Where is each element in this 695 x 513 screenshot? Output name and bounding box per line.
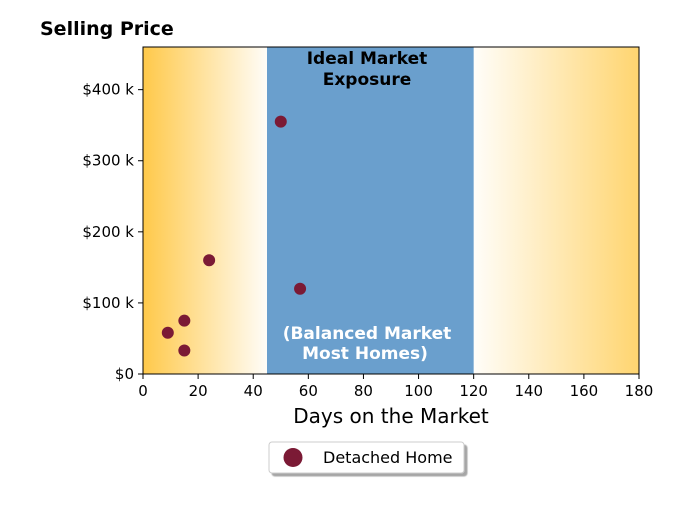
band-1 <box>267 47 474 374</box>
x-tick-label: 160 <box>570 382 599 400</box>
data-point-0-3 <box>203 254 216 267</box>
band-annotations: Ideal Market Exposure (Balanced Market M… <box>283 49 452 364</box>
legend-box <box>268 441 465 474</box>
y-tick-label: $0 <box>115 365 134 383</box>
y-tick-label: $400 k <box>82 81 134 99</box>
x-tick-label: 180 <box>625 382 654 400</box>
data-point-0-0 <box>161 326 174 339</box>
x-axis: 0 20 40 60 80 100 120 140 160 180 <box>138 374 653 400</box>
x-tick-label: 140 <box>514 382 543 400</box>
x-axis-label: Days on the Market <box>293 404 489 428</box>
band-0 <box>143 47 267 374</box>
data-point-0-5 <box>294 282 307 295</box>
plot-frame <box>142 46 640 375</box>
band-annotation-bottom-line-2: Most Homes) <box>302 344 428 364</box>
data-points <box>161 115 307 357</box>
y-tick-label: $300 k <box>82 152 134 170</box>
x-tick-label: 120 <box>459 382 488 400</box>
x-tick-label: 60 <box>299 382 318 400</box>
background-bands <box>143 47 639 374</box>
chart-title: Selling Price <box>40 18 174 40</box>
data-point-0-1 <box>178 314 191 327</box>
x-tick-label: 80 <box>354 382 373 400</box>
band-annotation-top-line-1: Ideal Market <box>307 49 428 69</box>
y-axis: $0 $100 k $200 k $300 k $400 k <box>82 81 143 383</box>
band-annotation-bottom-line-1: (Balanced Market <box>283 324 452 344</box>
x-tick-label: 40 <box>244 382 263 400</box>
legend: Detached Home <box>268 441 465 474</box>
x-tick-label: 20 <box>189 382 208 400</box>
legend-marker-detached-home <box>283 448 303 467</box>
data-point-0-2 <box>178 344 191 357</box>
band-annotation-top-line-2: Exposure <box>323 70 412 90</box>
y-tick-label: $200 k <box>82 223 134 241</box>
x-tick-label: 0 <box>138 382 148 400</box>
legend-label-detached-home: Detached Home <box>323 448 453 467</box>
y-tick-label: $100 k <box>82 294 134 312</box>
band-2 <box>473 47 639 374</box>
x-tick-label: 100 <box>404 382 433 400</box>
data-point-0-4 <box>274 115 287 128</box>
